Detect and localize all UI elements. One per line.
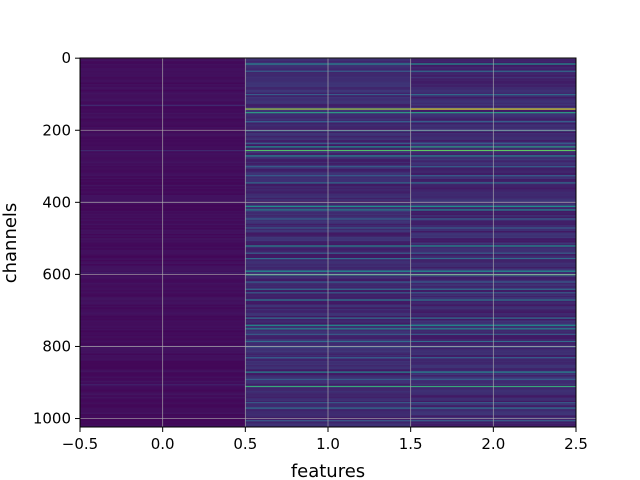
x-tick-label: 1.0 xyxy=(316,435,340,453)
x-tick-label: 0.5 xyxy=(233,435,257,453)
y-axis-label: channels xyxy=(0,203,21,284)
y-tick-label: 600 xyxy=(42,265,71,283)
x-axis-label: features xyxy=(291,461,365,480)
x-tick-label: −0.5 xyxy=(62,435,98,453)
x-tick-label: 1.5 xyxy=(399,435,423,453)
y-tick-label: 1000 xyxy=(33,410,71,428)
y-tick-label: 800 xyxy=(42,337,71,355)
y-tick-label: 200 xyxy=(42,121,71,139)
x-tick-label: 2.0 xyxy=(481,435,505,453)
x-tick-label: 0.0 xyxy=(151,435,175,453)
y-axis-ticks: 0 200 400 600 800 1000 xyxy=(33,49,80,428)
y-tick-label: 0 xyxy=(61,49,71,67)
x-tick-label: 2.5 xyxy=(564,435,588,453)
x-axis-ticks: −0.5 0.0 0.5 1.0 1.5 2.0 2.5 xyxy=(62,427,588,453)
y-tick-label: 400 xyxy=(42,193,71,211)
